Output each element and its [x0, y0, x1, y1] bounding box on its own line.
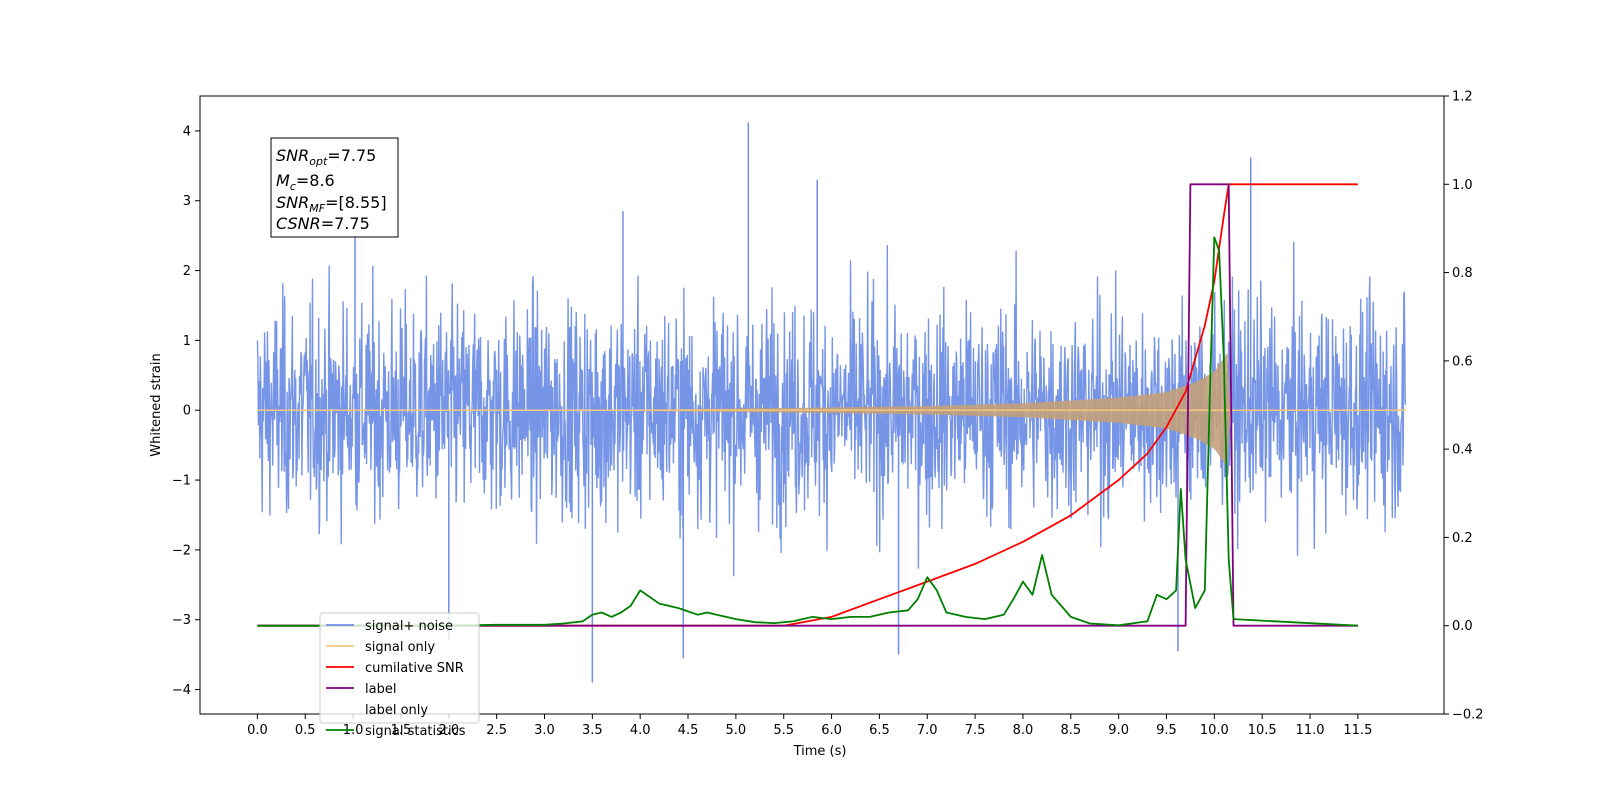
x-tick-label: 3.0	[534, 723, 555, 738]
y-axis-label: Whitened strain	[149, 353, 164, 456]
y-left-tick-label: 3	[183, 194, 191, 209]
y-right-tick-label: 0.8	[1452, 266, 1473, 281]
annotation-csnr: CSNR=7.75	[276, 214, 370, 233]
x-tick-label: 8.0	[1013, 723, 1034, 738]
annotation-mc: Mc=8.6	[276, 171, 335, 193]
x-tick-label: 0.5	[295, 723, 316, 738]
y-left-tick-label: 0	[183, 404, 191, 419]
y-left-tick-label: −3	[172, 613, 191, 628]
y-left-tick-label: −1	[172, 474, 191, 489]
x-tick-label: 9.5	[1156, 723, 1177, 738]
y-right-tick-label: −0.2	[1452, 708, 1484, 723]
x-tick-label: 9.0	[1108, 723, 1129, 738]
legend-frame	[319, 612, 480, 724]
legend-entry: label	[365, 682, 396, 697]
x-tick-label: 11.0	[1296, 723, 1325, 738]
legend: signal+ noise signal only cumilative SNR la…	[319, 612, 480, 739]
x-tick-label: 5.0	[726, 723, 747, 738]
x-tick-label: 5.5	[773, 723, 794, 738]
x-tick-label: 11.5	[1343, 723, 1372, 738]
y-right-tick-label: 0.2	[1452, 531, 1473, 546]
annotation-box: SNRopt=7.75 Mc=8.6 SNRMF=[8.55] CSNR=7.7…	[270, 137, 399, 238]
x-tick-label: 7.0	[917, 723, 938, 738]
y-right-tick-label: 0.4	[1452, 443, 1473, 458]
y-axis-left: 4 3 2 1 0 −1 −2 −3 −4	[172, 124, 200, 698]
y-left-tick-label: 4	[183, 124, 191, 139]
y-left-tick-label: 2	[183, 264, 191, 279]
x-tick-label: 6.5	[869, 723, 890, 738]
y-right-tick-label: 0.0	[1452, 619, 1473, 634]
x-tick-label: 0.0	[247, 723, 268, 738]
x-tick-label: 2.0	[438, 723, 459, 738]
y-axis-right: 1.2 1.0 0.8 0.6 0.4 0.2 0.0 −0.2	[1444, 90, 1484, 723]
legend-entry: signal+ noise	[365, 619, 453, 634]
y-right-tick-label: 0.6	[1452, 354, 1473, 369]
x-tick-label: 2.5	[486, 723, 507, 738]
y-right-tick-label: 1.0	[1452, 178, 1473, 193]
y-left-tick-label: 1	[183, 334, 191, 349]
x-tick-label: 6.0	[821, 723, 842, 738]
x-tick-label: 7.5	[965, 723, 986, 738]
x-axis-label: Time (s)	[793, 744, 847, 759]
x-tick-label: 3.5	[582, 723, 603, 738]
x-tick-label: 4.5	[678, 723, 699, 738]
legend-entry: signal only	[365, 640, 435, 655]
annotation-snr-mf: SNRMF=[8.55]	[276, 193, 387, 215]
annotation-snr-opt: SNRopt=7.75	[276, 146, 376, 168]
x-tick-label: 4.0	[630, 723, 651, 738]
x-axis: 0.0 0.5 1.0 1.5 2.0 2.5 3.0 3.5 4.0 4.5 5.0 5.5 6.0 6…	[247, 714, 1372, 738]
series-signal-noise	[256, 241, 1407, 577]
x-tick-label: 10.0	[1200, 723, 1229, 738]
y-left-tick-label: −2	[172, 543, 191, 558]
series-layer	[256, 122, 1407, 683]
series-cumilative-snr	[257, 183, 1358, 627]
series-label	[257, 183, 1358, 627]
y-left-tick-label: −4	[172, 683, 191, 698]
series-signal-statistics	[257, 236, 1358, 627]
legend-entry: signal statistics	[365, 724, 466, 739]
x-tick-label: 8.5	[1060, 723, 1081, 738]
legend-entry: cumilative SNR	[365, 661, 464, 676]
x-tick-label: 1.5	[391, 723, 412, 738]
plot-frame	[199, 95, 1445, 715]
legend-entry: label only	[365, 703, 428, 718]
x-tick-label: 10.5	[1248, 723, 1277, 738]
y-right-tick-label: 1.2	[1452, 90, 1473, 105]
